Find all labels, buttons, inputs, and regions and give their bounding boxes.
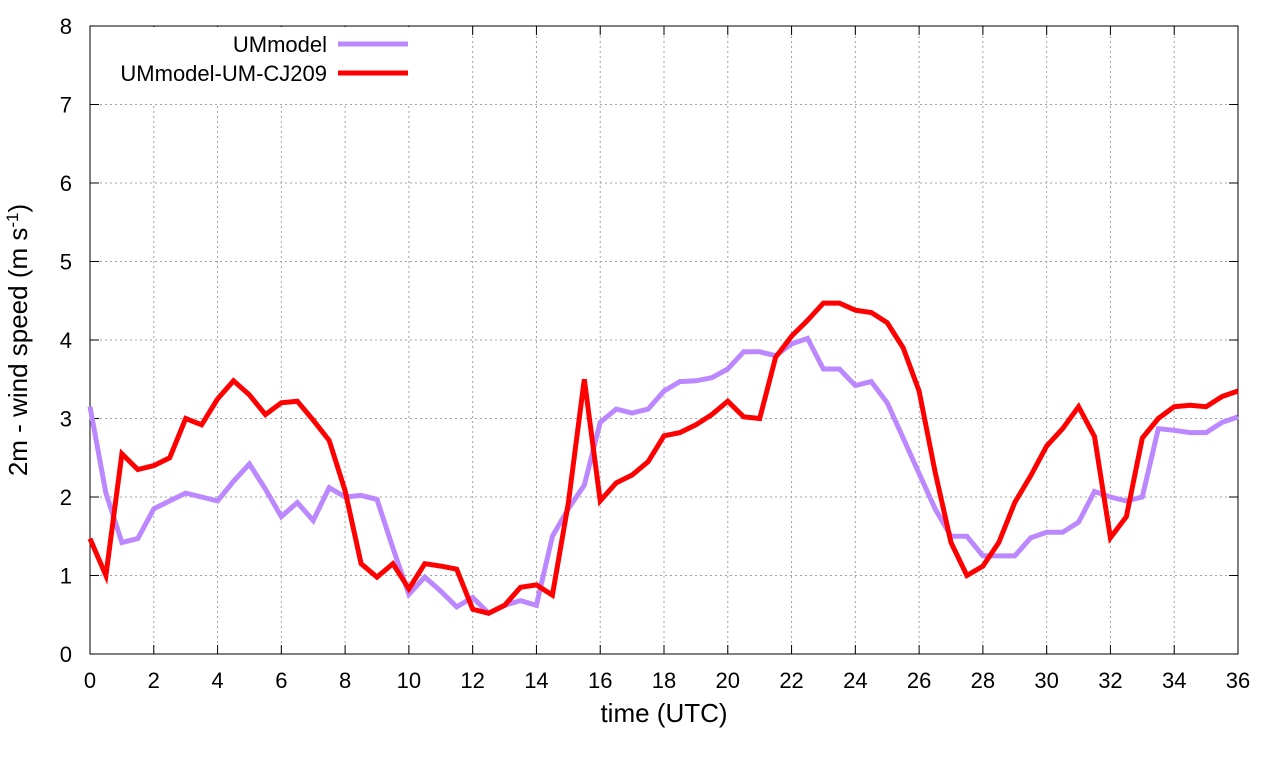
x-tick-label: 18	[652, 668, 676, 693]
y-tick-label: 7	[60, 93, 72, 118]
y-tick-label: 1	[60, 564, 72, 589]
y-axis-title-main: 2m - wind speed (m s	[3, 228, 33, 477]
x-tick-label: 12	[460, 668, 484, 693]
y-axis-title-close: )	[3, 204, 33, 213]
x-tick-label: 32	[1098, 668, 1122, 693]
y-tick-label: 2	[60, 485, 72, 510]
x-tick-label: 2	[148, 668, 160, 693]
series-line-ummodel	[87, 335, 1239, 617]
legend-label: UMmodel	[233, 32, 327, 57]
y-tick-label: 5	[60, 250, 72, 275]
series-line-ummodel-um-cj209	[87, 300, 1239, 616]
x-tick-label: 6	[275, 668, 287, 693]
x-tick-label: 16	[588, 668, 612, 693]
x-tick-label: 8	[339, 668, 351, 693]
x-tick-label: 30	[1034, 668, 1058, 693]
x-tick-label: 14	[524, 668, 548, 693]
x-tick-label: 24	[843, 668, 867, 693]
legend-label: UMmodel-UM-CJ209	[120, 61, 327, 86]
legend-background	[91, 27, 419, 103]
y-tick-label: 0	[60, 642, 72, 667]
x-tick-label: 4	[211, 668, 223, 693]
x-tick-label: 0	[84, 668, 96, 693]
x-axis-title: time (UTC)	[600, 698, 727, 728]
x-tick-label: 36	[1226, 668, 1250, 693]
y-axis-title-superscript: -1	[3, 213, 22, 228]
x-tick-label: 34	[1162, 668, 1186, 693]
x-tick-label: 28	[971, 668, 995, 693]
y-tick-label: 4	[60, 328, 72, 353]
y-tick-label: 8	[60, 14, 72, 39]
x-tick-label: 22	[779, 668, 803, 693]
x-tick-label: 26	[907, 668, 931, 693]
grid-layer	[90, 26, 1238, 654]
plot-border	[89, 25, 1239, 655]
series-layer	[87, 300, 1239, 617]
y-tick-label: 3	[60, 407, 72, 432]
x-tick-label: 10	[397, 668, 421, 693]
x-tick-label: 20	[716, 668, 740, 693]
y-tick-label: 6	[60, 171, 72, 196]
legend: UMmodel UMmodel-UM-CJ209	[91, 27, 419, 103]
y-axis-title: 2m - wind speed (m s-1)	[3, 204, 33, 476]
